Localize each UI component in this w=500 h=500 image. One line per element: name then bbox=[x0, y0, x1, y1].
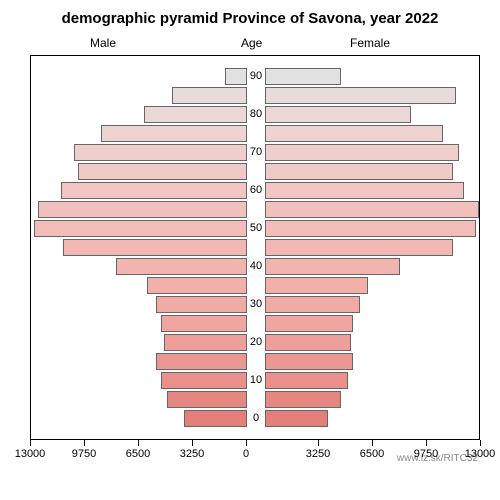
label-female: Female bbox=[350, 36, 390, 50]
bar-female bbox=[265, 201, 479, 218]
bar-female bbox=[265, 106, 411, 123]
bar-female bbox=[265, 372, 348, 389]
age-label: 70 bbox=[247, 146, 265, 158]
chart-title: demographic pyramid Province of Savona, … bbox=[0, 10, 500, 27]
bar-male bbox=[225, 68, 247, 85]
x-tick bbox=[192, 440, 193, 446]
bar-female bbox=[265, 410, 328, 427]
x-tick bbox=[318, 440, 319, 446]
label-age: Age bbox=[241, 36, 262, 50]
age-label: 60 bbox=[247, 184, 265, 196]
plot-area: 90 80 70 60 50 40 30 20 10 0 bbox=[30, 55, 480, 440]
age-label: 30 bbox=[247, 298, 265, 310]
bar-female bbox=[265, 239, 453, 256]
bar-male bbox=[164, 334, 247, 351]
age-label: 0 bbox=[247, 412, 265, 424]
bar-female bbox=[265, 334, 351, 351]
x-tick bbox=[84, 440, 85, 446]
label-male: Male bbox=[90, 36, 116, 50]
x-tick-label: 0 bbox=[226, 448, 266, 460]
bar-male bbox=[74, 144, 247, 161]
x-tick bbox=[138, 440, 139, 446]
bar-female bbox=[265, 68, 341, 85]
age-label: 50 bbox=[247, 222, 265, 234]
x-tick-label: 3250 bbox=[172, 448, 212, 460]
bar-male bbox=[147, 277, 247, 294]
bar-male bbox=[101, 125, 247, 142]
x-tick bbox=[480, 440, 481, 446]
bar-female bbox=[265, 296, 360, 313]
age-label: 40 bbox=[247, 260, 265, 272]
bar-female bbox=[265, 353, 353, 370]
bar-male bbox=[78, 163, 247, 180]
bar-female bbox=[265, 87, 456, 104]
x-tick-label: 13000 bbox=[460, 448, 500, 460]
bar-male bbox=[34, 220, 247, 237]
bar-female bbox=[265, 163, 453, 180]
bar-female bbox=[265, 258, 400, 275]
x-tick-label: 3250 bbox=[298, 448, 338, 460]
bar-female bbox=[265, 277, 368, 294]
bar-male bbox=[156, 353, 247, 370]
age-label: 20 bbox=[247, 336, 265, 348]
x-tick-label: 9750 bbox=[406, 448, 446, 460]
bar-male bbox=[167, 391, 247, 408]
bar-female bbox=[265, 125, 443, 142]
bar-male bbox=[184, 410, 247, 427]
bar-female bbox=[265, 220, 476, 237]
x-tick-label: 13000 bbox=[10, 448, 50, 460]
chart-container: demographic pyramid Province of Savona, … bbox=[0, 0, 500, 500]
bar-male bbox=[61, 182, 247, 199]
x-tick bbox=[30, 440, 31, 446]
x-tick bbox=[426, 440, 427, 446]
bar-male bbox=[38, 201, 247, 218]
x-tick bbox=[372, 440, 373, 446]
age-label: 10 bbox=[247, 374, 265, 386]
bar-female bbox=[265, 182, 464, 199]
bar-female bbox=[265, 144, 459, 161]
x-tick-label: 6500 bbox=[118, 448, 158, 460]
bar-female bbox=[265, 391, 341, 408]
bar-male bbox=[161, 372, 247, 389]
bar-male bbox=[116, 258, 247, 275]
bar-male bbox=[156, 296, 247, 313]
bar-male bbox=[172, 87, 247, 104]
x-tick-label: 9750 bbox=[64, 448, 104, 460]
age-label: 80 bbox=[247, 108, 265, 120]
bar-female bbox=[265, 315, 353, 332]
x-tick-label: 6500 bbox=[352, 448, 392, 460]
x-tick bbox=[246, 440, 247, 446]
bar-male bbox=[63, 239, 247, 256]
age-label: 90 bbox=[247, 70, 265, 82]
bar-male bbox=[144, 106, 247, 123]
bar-male bbox=[161, 315, 247, 332]
